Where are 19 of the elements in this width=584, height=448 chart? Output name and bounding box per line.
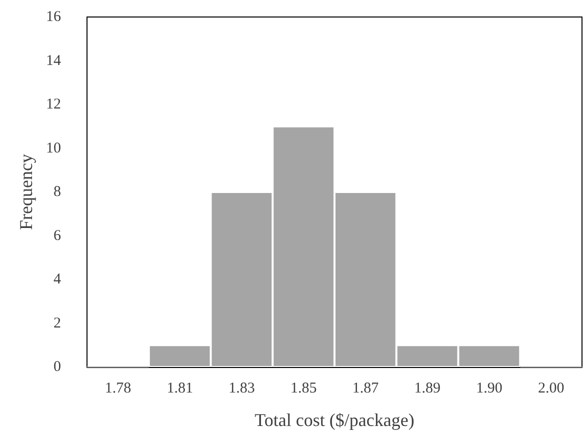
x-tick-label: 1.89 (414, 380, 440, 396)
y-tick-label: 0 (54, 359, 61, 375)
y-tick-label: 12 (46, 96, 61, 112)
y-tick-label: 10 (46, 140, 61, 156)
x-tick-label: 1.90 (476, 380, 502, 396)
y-tick-label: 14 (46, 52, 62, 69)
y-tick-label: 2 (54, 315, 61, 332)
x-axis-title: Total cost ($/package) (254, 410, 414, 430)
x-tick-label: 1.85 (290, 380, 317, 396)
x-tick-label: 2.00 (538, 380, 564, 396)
x-tick-label: 1.81 (166, 380, 193, 396)
y-tick-label: 6 (54, 228, 62, 244)
y-tick-label: 8 (54, 184, 61, 200)
x-tick-label: 1.78 (104, 380, 132, 396)
y-tick-label: 4 (54, 272, 62, 288)
y-tick-label: 16 (46, 9, 62, 25)
y-axis-title: Frequency (16, 154, 36, 230)
x-tick-label: 1.87 (352, 380, 380, 396)
x-tick-label: 1.83 (228, 380, 255, 396)
